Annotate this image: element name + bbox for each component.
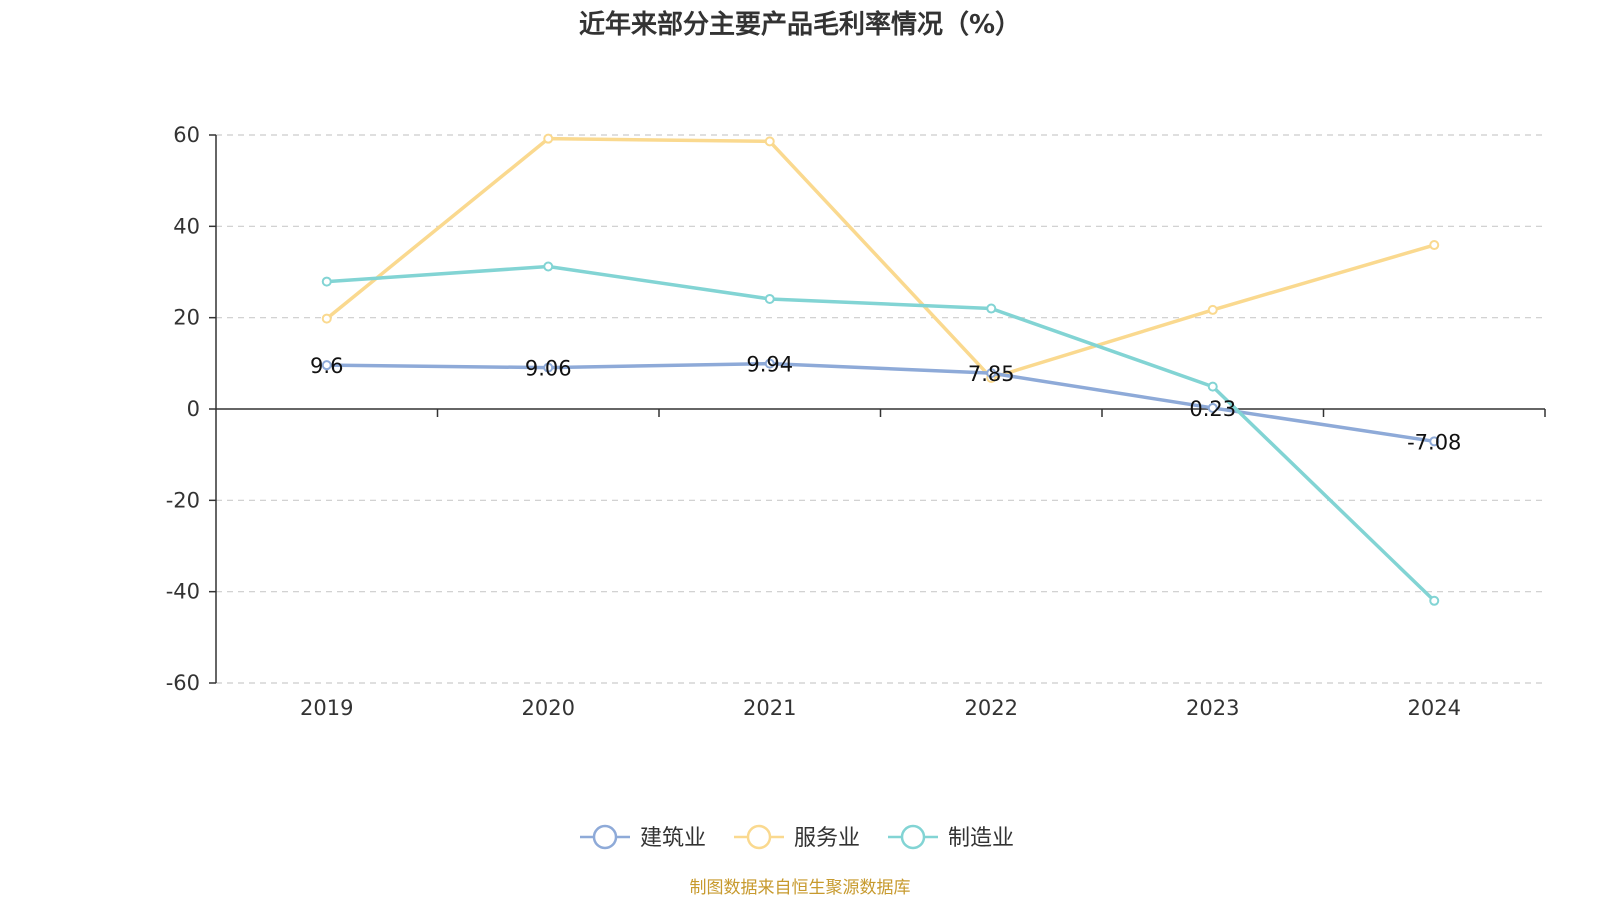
x-tick-label: 2024: [1408, 696, 1461, 720]
legend-marker: [746, 824, 772, 850]
series-3: [321, 261, 1440, 606]
legend[interactable]: 建筑业 服务业 制造业: [580, 824, 1014, 851]
x-tick-label: 2019: [300, 696, 353, 720]
series-2: [321, 133, 1440, 383]
data-point[interactable]: [1429, 240, 1440, 251]
data-label: 9.06: [525, 357, 572, 381]
data-point[interactable]: [764, 136, 775, 147]
source-note: 制图数据来自恒生聚源数据库: [690, 878, 911, 898]
series-group: [321, 133, 1440, 606]
data-point[interactable]: [1207, 402, 1218, 413]
x-tick-label: 2022: [965, 696, 1018, 720]
data-point[interactable]: [321, 313, 332, 324]
series-line: [326, 361, 1435, 444]
legend-label: 建筑业: [640, 826, 706, 851]
legend-item[interactable]: 建筑业: [580, 824, 706, 851]
axes: 60 40 20 0 -20 -40 -60 2019 2020 2021 2022 2023 2024: [166, 123, 1546, 720]
grid: [216, 134, 1545, 684]
y-tick-label: 40: [173, 214, 200, 238]
data-point[interactable]: [1429, 436, 1440, 447]
data-point[interactable]: [543, 133, 554, 144]
data-label: 9.94: [746, 353, 793, 377]
legend-label: 制造业: [948, 826, 1014, 851]
data-point[interactable]: [764, 293, 775, 304]
data-label: 0.23: [1189, 397, 1236, 421]
x-tick-label: 2021: [743, 696, 796, 720]
y-tick-label: 0: [187, 397, 200, 421]
y-tick-label: -40: [166, 580, 200, 604]
legend-item[interactable]: 服务业: [734, 824, 860, 851]
y-tick-label: -60: [166, 671, 200, 695]
legend-item[interactable]: 制造业: [888, 824, 1014, 851]
data-point[interactable]: [1207, 304, 1218, 315]
data-point[interactable]: [321, 360, 332, 371]
data-label: -7.08: [1407, 430, 1461, 454]
data-point[interactable]: [321, 276, 332, 287]
data-point[interactable]: [986, 368, 997, 379]
chart-title: 近年来部分主要产品毛利率情况（%）: [579, 9, 1021, 40]
series-line: [326, 264, 1436, 603]
legend-marker: [900, 824, 926, 850]
data-point[interactable]: [986, 303, 997, 314]
y-tick-label: -20: [166, 488, 200, 512]
data-label: 9.6: [310, 354, 343, 378]
data-point[interactable]: [764, 358, 775, 369]
data-point[interactable]: [543, 261, 554, 272]
legend-label: 服务业: [794, 826, 860, 851]
x-tick-label: 2023: [1186, 696, 1239, 720]
data-label: 7.85: [968, 362, 1015, 386]
data-point[interactable]: [1429, 595, 1440, 606]
data-point[interactable]: [543, 362, 554, 373]
series-1: [321, 358, 1440, 447]
series-line: [325, 136, 1435, 380]
data-labels: 9.6 9.06 9.94 7.85 0.23 -7.08: [310, 353, 1461, 455]
x-tick-label: 2020: [522, 696, 575, 720]
y-tick-label: 20: [173, 306, 200, 330]
legend-marker: [592, 824, 618, 850]
data-point[interactable]: [1207, 381, 1218, 392]
y-tick-label: 60: [173, 123, 200, 147]
